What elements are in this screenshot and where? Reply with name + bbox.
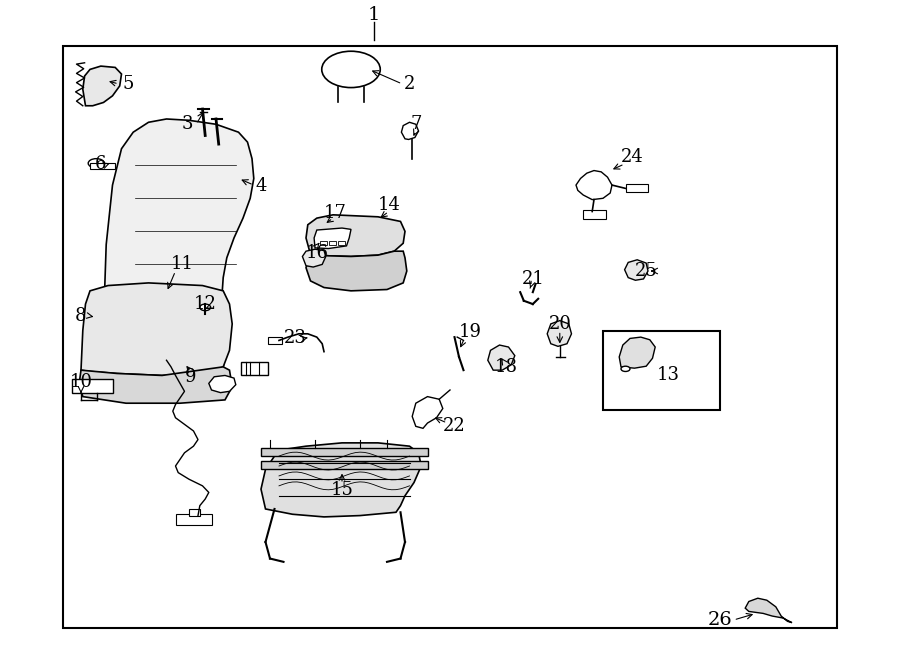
Ellipse shape bbox=[200, 304, 211, 311]
Polygon shape bbox=[302, 249, 326, 267]
Text: 5: 5 bbox=[122, 75, 133, 93]
Bar bbox=[176, 514, 211, 525]
Bar bbox=[626, 184, 648, 192]
Text: 3: 3 bbox=[182, 115, 193, 134]
Text: 14: 14 bbox=[377, 196, 400, 214]
Polygon shape bbox=[625, 260, 648, 280]
Polygon shape bbox=[576, 171, 612, 200]
Bar bbox=[72, 379, 112, 393]
Text: 7: 7 bbox=[410, 115, 421, 134]
Text: 13: 13 bbox=[656, 366, 680, 385]
Text: 12: 12 bbox=[194, 295, 217, 313]
Polygon shape bbox=[401, 122, 419, 139]
Bar bbox=[189, 509, 200, 516]
Ellipse shape bbox=[322, 51, 380, 87]
Text: 16: 16 bbox=[305, 243, 328, 262]
Text: 8: 8 bbox=[76, 307, 86, 325]
Polygon shape bbox=[261, 443, 421, 517]
Bar bbox=[63, 46, 837, 628]
Text: 20: 20 bbox=[548, 315, 572, 333]
Ellipse shape bbox=[621, 366, 630, 371]
Text: 23: 23 bbox=[284, 329, 307, 348]
Polygon shape bbox=[104, 119, 254, 373]
Text: 19: 19 bbox=[458, 323, 482, 341]
Text: 11: 11 bbox=[170, 255, 194, 274]
Polygon shape bbox=[488, 345, 515, 370]
Text: 9: 9 bbox=[185, 368, 196, 386]
Polygon shape bbox=[619, 337, 655, 368]
Text: 6: 6 bbox=[95, 155, 106, 173]
Text: 15: 15 bbox=[330, 481, 354, 500]
Text: 21: 21 bbox=[521, 270, 544, 288]
Bar bbox=[320, 241, 327, 245]
Bar bbox=[328, 241, 336, 245]
Text: 4: 4 bbox=[256, 177, 266, 196]
Bar bbox=[241, 362, 268, 375]
Polygon shape bbox=[306, 215, 405, 256]
Text: 22: 22 bbox=[443, 417, 466, 436]
Polygon shape bbox=[306, 251, 407, 291]
Polygon shape bbox=[83, 66, 122, 106]
Text: 1: 1 bbox=[367, 5, 380, 24]
Text: 17: 17 bbox=[323, 204, 346, 222]
Polygon shape bbox=[412, 397, 443, 428]
Polygon shape bbox=[81, 283, 232, 375]
Bar bbox=[261, 448, 428, 456]
Bar bbox=[261, 461, 428, 469]
Polygon shape bbox=[745, 598, 792, 623]
Bar bbox=[583, 210, 606, 219]
Text: 18: 18 bbox=[494, 358, 518, 376]
Text: 26: 26 bbox=[707, 611, 733, 629]
Text: 25: 25 bbox=[634, 262, 658, 280]
Polygon shape bbox=[547, 321, 572, 346]
Text: 10: 10 bbox=[69, 373, 93, 391]
Polygon shape bbox=[79, 367, 232, 403]
Polygon shape bbox=[314, 228, 351, 249]
Bar bbox=[268, 337, 282, 344]
Text: 2: 2 bbox=[404, 75, 415, 93]
Polygon shape bbox=[209, 375, 236, 393]
Bar bbox=[603, 330, 720, 410]
Text: 24: 24 bbox=[620, 148, 643, 167]
Ellipse shape bbox=[88, 159, 104, 168]
Bar bbox=[90, 163, 115, 169]
Bar bbox=[338, 241, 345, 245]
